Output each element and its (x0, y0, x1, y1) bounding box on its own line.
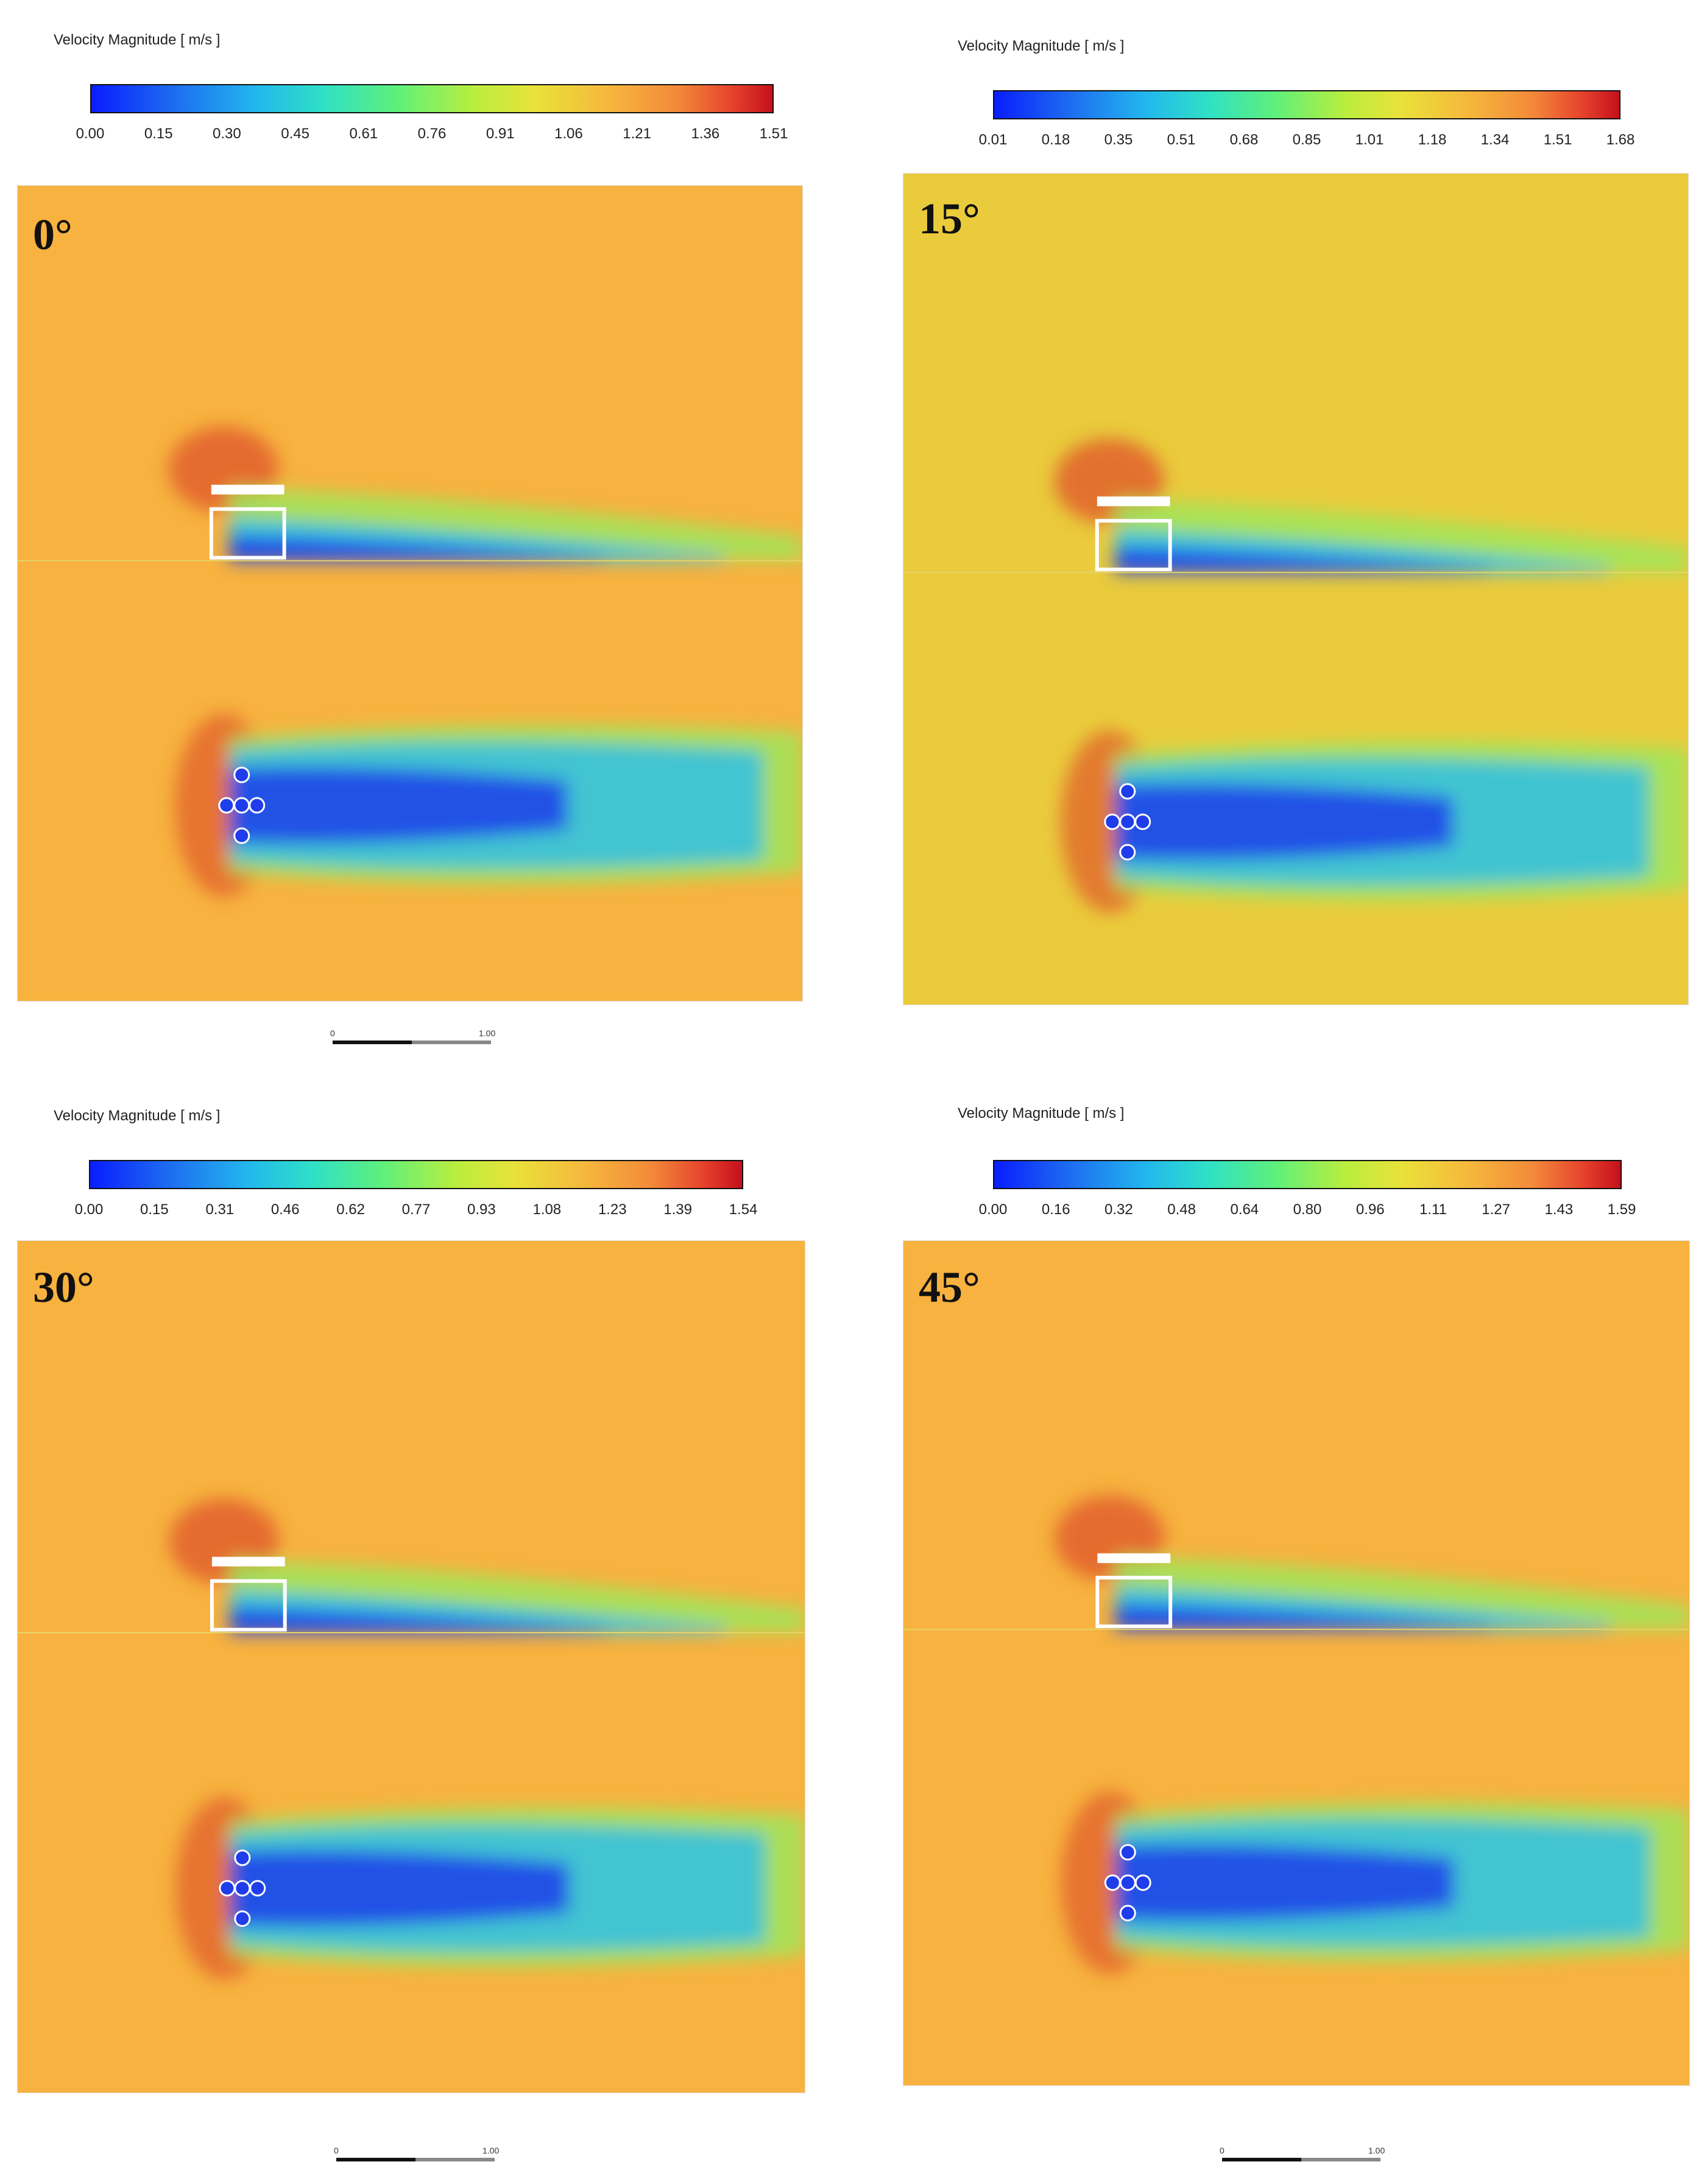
colorbar-tick-label: 0.91 (486, 125, 515, 142)
structure-plan-view (219, 1850, 266, 1927)
colorbar-tick-label: 0.64 (1230, 1201, 1259, 1218)
colorbar-tick-label: 1.18 (1418, 132, 1447, 148)
colorbar-tick-label: 0.62 (336, 1201, 365, 1218)
colorbar-tick-label: 0.30 (213, 125, 241, 142)
velocity-field (17, 1240, 805, 2093)
colorbar-tick-label: 0.68 (1229, 132, 1259, 148)
colorbar-tick-label: 1.27 (1482, 1201, 1510, 1218)
colorbar-tick-label: 0.00 (978, 1201, 1008, 1218)
colorbar-tick-label: 1.34 (1480, 132, 1510, 148)
scale-bar-graphic (1222, 2158, 1380, 2161)
colorbar-tick-label: 0.45 (281, 125, 309, 142)
angle-label: 0° (33, 210, 72, 259)
colorbar-tick-label: 0.80 (1293, 1201, 1322, 1218)
colorbar-tick-label: 0.46 (270, 1201, 300, 1218)
scale-bar-start: 0 (1220, 2146, 1225, 2155)
colorbar-tick-label: 0.61 (349, 125, 378, 142)
colorbar-tick-label: 1.43 (1544, 1201, 1574, 1218)
side-view-wake (169, 1499, 805, 1633)
colorbar-tick-label: 0.01 (978, 132, 1008, 148)
colorbar (993, 90, 1620, 119)
colorbar-title: Velocity Magnitude [ m/s ] (958, 1105, 1125, 1122)
scale-bar-start: 0 (334, 2146, 339, 2155)
velocity-field (903, 173, 1689, 1005)
colorbar-tick-label: 0.93 (467, 1201, 496, 1218)
colorbar-tick-label: 0.15 (140, 1201, 169, 1218)
angle-label: 45° (919, 1263, 980, 1312)
colorbar-tick-label: 0.48 (1167, 1201, 1196, 1218)
colorbar-tick-label: 0.77 (401, 1201, 431, 1218)
scale-bar-graphic (333, 1041, 491, 1044)
structure-plan-view (218, 766, 266, 844)
colorbar-tick-label: 1.59 (1607, 1201, 1636, 1218)
plan-view-wake (174, 714, 802, 897)
colorbar-tick-label: 1.36 (691, 125, 720, 142)
structure-side-view (209, 484, 286, 560)
colorbar-tick-label: 1.23 (598, 1201, 627, 1218)
structure-side-view (210, 1557, 287, 1632)
colorbar-tick-label: 1.11 (1419, 1201, 1447, 1218)
colorbar-tick-label: 1.54 (729, 1201, 758, 1218)
scale-bar-end: 1.00 (1368, 2146, 1385, 2155)
structure-side-view (1095, 1553, 1173, 1628)
colorbar-title: Velocity Magnitude [ m/s ] (54, 32, 221, 48)
colorbar-title: Velocity Magnitude [ m/s ] (958, 38, 1125, 54)
colorbar-tick-label: 1.68 (1606, 132, 1635, 148)
colorbar-tick-label: 1.39 (663, 1201, 692, 1218)
side-view-wake (168, 426, 802, 561)
colorbar-tick-label: 0.31 (205, 1201, 235, 1218)
angle-label: 15° (919, 194, 980, 243)
colorbar-tick-label: 0.35 (1104, 132, 1133, 148)
scale-bar-start: 0 (330, 1028, 335, 1038)
colorbar-tick-label: 1.01 (1355, 132, 1384, 148)
colorbar-tick-label: 0.16 (1041, 1201, 1070, 1218)
scale-bar-end: 1.00 (479, 1028, 496, 1038)
colorbar-tick-label: 0.85 (1292, 132, 1321, 148)
colorbar-tick-label: 0.00 (74, 1201, 104, 1218)
colorbar-tick-label: 1.08 (532, 1201, 562, 1218)
flow-field-svg (18, 186, 802, 1001)
colorbar-tick-label: 0.32 (1104, 1201, 1133, 1218)
colorbar-tick-label: 1.06 (554, 125, 583, 142)
colorbar-ticks: 0.00 0.16 0.32 0.48 0.64 0.80 0.96 1.11 1.27 1.43… (979, 1201, 1636, 1220)
flow-field-svg (903, 174, 1688, 1005)
plan-view-wake (1060, 730, 1688, 913)
velocity-field (903, 1240, 1690, 2086)
flow-field-svg (903, 1241, 1689, 2085)
scale-bar-graphic (336, 2158, 495, 2161)
colorbar (993, 1160, 1622, 1189)
colorbar-tick-label: 1.51 (759, 125, 788, 142)
colorbar-tick-label: 1.21 (623, 125, 651, 142)
colorbar-tick-label: 0.51 (1167, 132, 1196, 148)
flow-field-svg (18, 1241, 805, 2093)
scale-bar-end: 1.00 (482, 2146, 500, 2155)
colorbar-ticks: 0.01 0.18 0.35 0.51 0.68 0.85 1.01 1.18 1.34 1.51… (979, 132, 1635, 150)
colorbar-tick-label: 0.15 (144, 125, 173, 142)
colorbar-tick-label: 0.00 (76, 125, 105, 142)
colorbar-tick-label: 0.76 (417, 125, 447, 142)
colorbar-ticks: 0.00 0.15 0.31 0.46 0.62 0.77 0.93 1.08 1.23 1.39… (75, 1201, 758, 1220)
colorbar-ticks: 0.00 0.15 0.30 0.45 0.61 0.76 0.91 1.06 1.21 1.36… (76, 125, 788, 144)
side-view-wake (1054, 439, 1688, 573)
velocity-field (17, 185, 803, 1002)
structure-plan-view (1104, 1843, 1151, 1921)
plan-view-wake (175, 1797, 805, 1980)
plan-view-wake (1061, 1791, 1689, 1974)
structure-side-view (1095, 496, 1172, 571)
angle-label: 30° (33, 1263, 94, 1312)
colorbar-tick-label: 0.96 (1355, 1201, 1385, 1218)
colorbar (89, 1160, 743, 1189)
colorbar (90, 84, 774, 113)
colorbar-tick-label: 0.18 (1041, 132, 1070, 148)
colorbar-title: Velocity Magnitude [ m/s ] (54, 1108, 221, 1124)
colorbar-tick-label: 1.51 (1543, 132, 1572, 148)
structure-plan-view (1104, 783, 1151, 861)
